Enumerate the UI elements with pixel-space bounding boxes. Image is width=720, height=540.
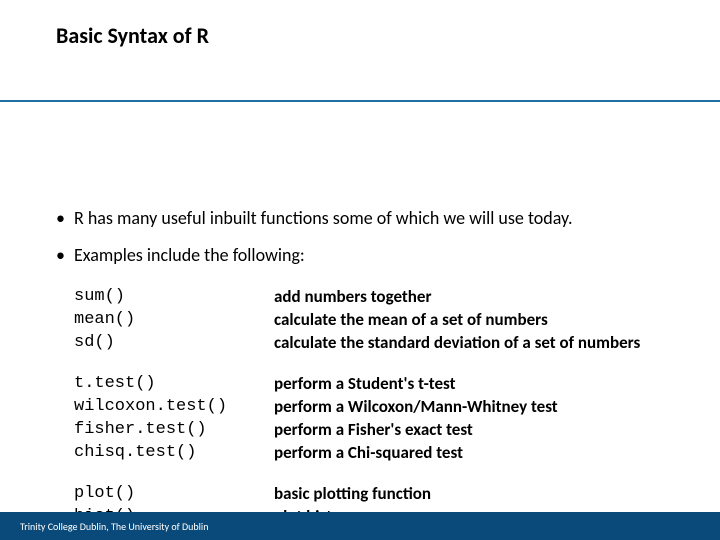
function-descs-col: add numbers together calculate the mean … xyxy=(274,286,664,355)
content-area: R has many useful inbuilt functions some… xyxy=(0,49,720,528)
function-names-col: sum() mean() sd() xyxy=(74,286,274,355)
function-desc: basic plotting function xyxy=(274,483,664,506)
slide: Basic Syntax of R R has many useful inbu… xyxy=(0,0,720,540)
slide-title: Basic Syntax of R xyxy=(0,0,720,49)
footer-bar: Trinity College Dublin, The University o… xyxy=(0,512,720,540)
function-desc: perform a Student's t-test xyxy=(274,373,664,396)
footer-text: Trinity College Dublin, The University o… xyxy=(20,520,208,533)
function-name: fisher.test() xyxy=(74,419,274,442)
function-name: t.test() xyxy=(74,373,274,396)
function-desc: perform a Fisher's exact test xyxy=(274,419,664,442)
function-names-col: t.test() wilcoxon.test() fisher.test() c… xyxy=(74,373,274,465)
function-desc: perform a Chi-squared test xyxy=(274,442,664,465)
function-table: sum() mean() sd() add numbers together c… xyxy=(56,286,664,528)
function-desc: perform a Wilcoxon/Mann-Whitney test xyxy=(274,396,664,419)
bullet-item: Examples include the following: xyxy=(56,244,664,267)
function-desc: calculate the standard deviation of a se… xyxy=(274,332,664,355)
function-group: t.test() wilcoxon.test() fisher.test() c… xyxy=(74,373,664,465)
function-name: wilcoxon.test() xyxy=(74,396,274,419)
function-desc: calculate the mean of a set of numbers xyxy=(274,309,664,332)
function-name: sum() xyxy=(74,286,274,309)
bullet-item: R has many useful inbuilt functions some… xyxy=(56,207,664,230)
function-name: sd() xyxy=(74,332,274,355)
function-name: plot() xyxy=(74,483,274,506)
function-desc: add numbers together xyxy=(274,286,664,309)
function-descs-col: perform a Student's t-test perform a Wil… xyxy=(274,373,664,465)
function-group: sum() mean() sd() add numbers together c… xyxy=(74,286,664,355)
function-name: mean() xyxy=(74,309,274,332)
function-name: chisq.test() xyxy=(74,442,274,465)
divider-line xyxy=(0,100,720,102)
